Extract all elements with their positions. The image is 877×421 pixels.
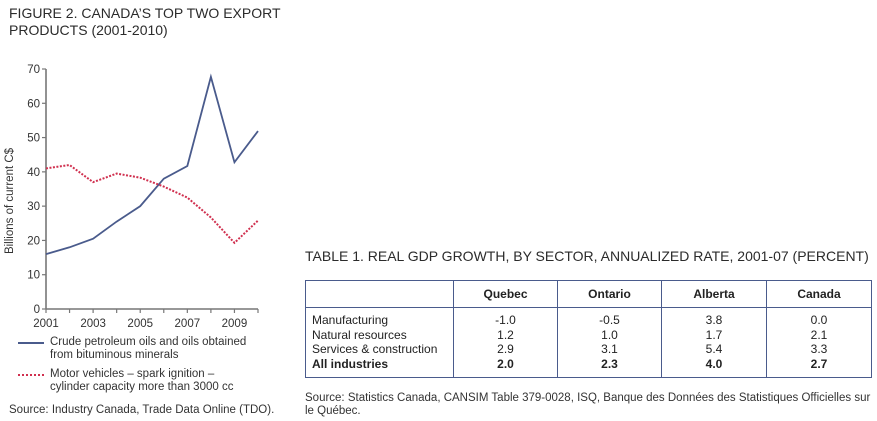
legend-solid-line-icon — [18, 342, 44, 344]
legend-label-line1: Motor vehicles – spark ignition – — [50, 368, 215, 380]
column-header-ontario: Ontario — [557, 280, 662, 308]
gdp-growth-table: Quebec Ontario Alberta Canada Manufactur… — [305, 280, 872, 378]
figure-source: Source: Industry Canada, Trade Data Onli… — [9, 404, 275, 416]
x-tick-label: 2003 — [80, 318, 106, 330]
x-tick-label: 2005 — [127, 318, 153, 330]
x-tick-label: 2007 — [175, 318, 201, 330]
legend-dotted-line-icon — [18, 374, 44, 376]
column-header-canada: Canada — [766, 280, 872, 308]
table-source-line2: le Québec. — [305, 405, 361, 417]
cell-value: 4.0 — [705, 356, 723, 371]
series-line-motor-vehicles — [45, 163, 259, 245]
figure-title-line1: FIGURE 2. CANADA’S TOP TWO EXPORT — [9, 5, 281, 21]
y-tick-label: 10 — [27, 270, 40, 282]
series-line-crude-petroleum — [45, 73, 259, 256]
table-body-row: Manufacturing Natural resources Services… — [305, 307, 872, 378]
cell-value: 5.4 — [705, 342, 723, 356]
y-tick-label: 30 — [27, 201, 40, 213]
cell-value: 2.0 — [497, 356, 514, 371]
column-header-alberta: Alberta — [661, 280, 767, 308]
legend-item-motor-vehicles: Motor vehicles – spark ignition – cylind… — [18, 368, 293, 394]
row-label-all-industries: All industries — [312, 356, 389, 371]
legend-item-crude-petroleum: Crude petroleum oils and oils obtained f… — [18, 336, 293, 362]
figure-title: FIGURE 2. CANADA’S TOP TWO EXPORT PRODUC… — [9, 5, 299, 39]
cell-value: -0.5 — [599, 313, 620, 327]
x-tick-label: 2001 — [33, 318, 59, 330]
cell-value: 1.7 — [705, 327, 723, 342]
cell-value: 2.3 — [601, 356, 618, 371]
table-source: Source: Statistics Canada, CANSIM Table … — [305, 392, 875, 418]
canada-values-cell: 0.0 2.1 3.3 2.7 — [766, 307, 872, 378]
cell-value: 1.0 — [601, 327, 618, 342]
line-chart: 0 10 20 30 40 50 60 70 2001 2003 2005 2007 2009 Billi… — [4, 64, 259, 330]
cell-value: 0.0 — [810, 313, 828, 327]
row-label-services-construction: Services & construction — [312, 342, 438, 356]
table-source-line1: Source: Statistics Canada, CANSIM Table … — [305, 392, 871, 404]
row-label-natural-resources: Natural resources — [312, 327, 407, 342]
column-header-quebec: Quebec — [453, 280, 558, 308]
cell-value: 3.3 — [810, 342, 828, 356]
ontario-values-cell: -0.5 1.0 3.1 2.3 — [557, 307, 662, 378]
cell-value: 2.7 — [810, 356, 828, 371]
x-tick-label: 2009 — [222, 318, 248, 330]
alberta-values-cell: 3.8 1.7 5.4 4.0 — [661, 307, 767, 378]
row-label-manufacturing: Manufacturing — [312, 313, 389, 327]
cell-value: 3.8 — [705, 313, 723, 327]
legend-label-line2: from bituminous minerals — [50, 349, 179, 361]
figure-title-line2: PRODUCTS (2001-2010) — [9, 22, 168, 38]
table-title: TABLE 1. REAL GDP GROWTH, BY SECTOR, ANN… — [305, 248, 869, 264]
y-tick-label: 60 — [27, 98, 40, 110]
cell-value: 1.2 — [497, 327, 514, 342]
y-axis-label: Billions of current C$ — [4, 147, 16, 254]
cell-value: -1.0 — [495, 313, 516, 327]
y-tick-label: 70 — [27, 64, 40, 76]
legend-label-line1: Crude petroleum oils and oils obtained — [50, 336, 247, 348]
y-tick-label: 40 — [27, 167, 40, 179]
cell-value: 2.1 — [810, 327, 828, 342]
quebec-values-cell: -1.0 1.2 2.9 2.0 — [453, 307, 558, 378]
y-tick-label: 50 — [27, 133, 40, 145]
column-header-sector — [305, 280, 454, 308]
y-tick-label: 0 — [34, 304, 40, 316]
y-tick-label: 20 — [27, 235, 40, 247]
sector-labels-cell: Manufacturing Natural resources Services… — [305, 307, 454, 378]
cell-value: 3.1 — [601, 342, 618, 356]
cell-value: 2.9 — [497, 342, 514, 356]
legend-label-line2: cylinder capacity more than 3000 cc — [50, 381, 234, 393]
table-header-row: Quebec Ontario Alberta Canada — [305, 280, 872, 308]
